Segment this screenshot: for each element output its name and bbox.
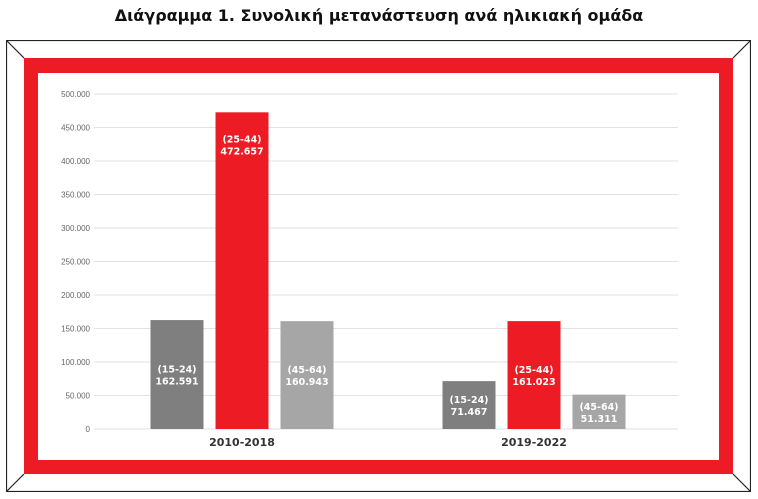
bar-value-label: 472.657 [220, 146, 263, 157]
y-tick-label: 300.000 [61, 224, 90, 233]
bar [280, 321, 334, 429]
bar-value-label: 51.311 [581, 414, 618, 425]
chart-frame: 0 50.000 100.000 150.000 200.000 250.000 300.0… [6, 40, 751, 492]
x-category-label: 2019-2022 [501, 436, 567, 449]
bar-series-label: (45-64) [579, 402, 618, 413]
bar-chart: 0 50.000 100.000 150.000 200.000 250.000 300.0… [6, 40, 751, 492]
bar-series-label: (25-44) [514, 365, 553, 376]
bar-value-label: 160.943 [285, 377, 328, 388]
y-tick-label: 350.000 [61, 191, 90, 200]
bar-value-label: 161.023 [512, 377, 555, 388]
bar [150, 320, 204, 429]
y-tick-label: 400.000 [61, 157, 90, 166]
bar [215, 112, 269, 429]
x-category-label: 2010-2018 [209, 436, 275, 449]
bar [572, 394, 626, 429]
bar-series-label: (25-44) [222, 134, 261, 145]
y-tick-label: 150.000 [61, 325, 90, 334]
bar-series-label: (15-24) [157, 365, 196, 376]
bar-value-label: 71.467 [451, 407, 488, 418]
y-tick-label: 50.000 [66, 392, 91, 401]
bar-series-label: (15-24) [449, 395, 488, 406]
y-tick-label: 500.000 [61, 90, 90, 99]
bar [442, 381, 496, 429]
chart-title: Διάγραμμα 1. Συνολική μετανάστευση ανά η… [114, 6, 644, 25]
y-tick-label: 200.000 [61, 291, 90, 300]
bar-series-label: (45-64) [287, 365, 326, 376]
y-tick-label: 100.000 [61, 358, 90, 367]
y-tick-label: 450.000 [61, 124, 90, 133]
bar [507, 321, 561, 429]
y-tick-label: 0 [86, 425, 91, 434]
bar-value-label: 162.591 [155, 377, 198, 388]
y-tick-label: 250.000 [61, 258, 90, 267]
